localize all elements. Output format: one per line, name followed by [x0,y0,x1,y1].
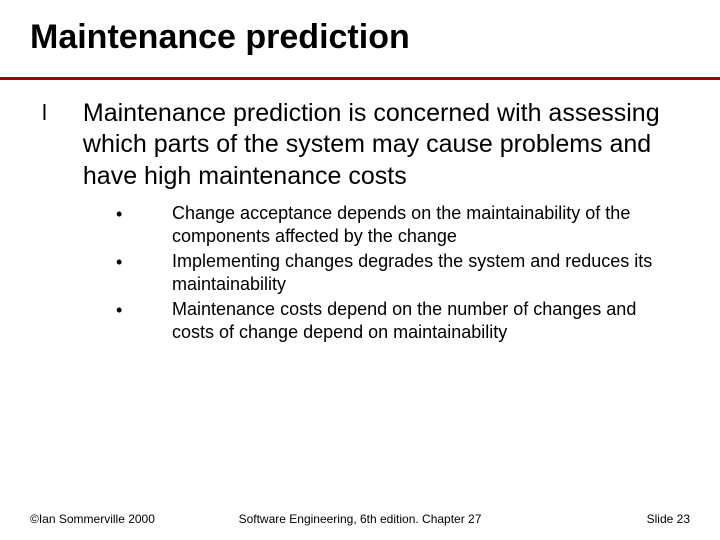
footer-slide-number: Slide 23 [647,512,690,526]
bullet-l2-icon: • [116,298,172,322]
sub-bullet-text: Change acceptance depends on the maintai… [172,202,680,248]
footer-copyright: ©Ian Sommerville 2000 [30,512,155,526]
bullet-l2-icon: • [116,250,172,274]
main-bullet-item: l Maintenance prediction is concerned wi… [40,98,680,192]
footer: ©Ian Sommerville 2000 Software Engineeri… [30,512,690,526]
sub-bullet-item: • Change acceptance depends on the maint… [116,202,680,248]
sub-bullet-text: Maintenance costs depend on the number o… [172,298,680,344]
sub-bullet-item: • Implementing changes degrades the syst… [116,250,680,296]
bullet-l2-icon: • [116,202,172,226]
main-bullet-text: Maintenance prediction is concerned with… [83,98,680,192]
sub-bullet-list: • Change acceptance depends on the maint… [40,202,680,344]
title-underline [0,77,720,80]
slide-title: Maintenance prediction [30,18,690,63]
slide: Maintenance prediction l Maintenance pre… [0,0,720,540]
bullet-l1-icon: l [42,98,47,128]
sub-bullet-item: • Maintenance costs depend on the number… [116,298,680,344]
content-area: l Maintenance prediction is concerned wi… [30,98,690,344]
sub-bullet-text: Implementing changes degrades the system… [172,250,680,296]
